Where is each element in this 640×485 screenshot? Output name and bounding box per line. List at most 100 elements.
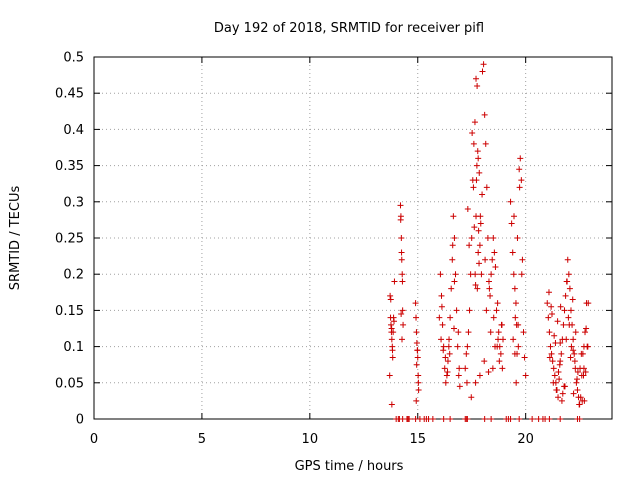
data-point [583, 325, 590, 332]
data-point [415, 372, 422, 379]
data-point [512, 300, 519, 307]
data-point [472, 379, 479, 386]
data-point [390, 329, 397, 336]
data-point [514, 235, 521, 241]
data-point [398, 256, 405, 263]
data-point [564, 256, 571, 263]
grid-lines [94, 57, 612, 419]
data-point [450, 213, 457, 220]
data-point [546, 416, 553, 422]
data-point [473, 177, 480, 184]
chart-title: Day 192 of 2018, SRMTID for receiver pif… [214, 21, 484, 36]
data-point [518, 177, 525, 184]
data-point [522, 372, 529, 379]
y-tick-label: 0.45 [55, 87, 84, 102]
data-point [573, 379, 580, 386]
data-point [555, 368, 562, 375]
data-point [449, 256, 456, 263]
data-point [510, 336, 517, 343]
data-point [464, 206, 471, 213]
data-point [550, 379, 557, 386]
data-point [516, 416, 523, 422]
data-point [485, 278, 492, 285]
data-point [475, 227, 482, 234]
data-point [479, 191, 486, 198]
data-point [398, 336, 405, 343]
data-point [565, 314, 572, 321]
data-point [496, 358, 503, 365]
data-point [520, 329, 527, 336]
data-point [415, 379, 422, 386]
data-point [509, 249, 516, 256]
data-point [481, 111, 488, 118]
data-point [511, 285, 518, 292]
data-point [468, 394, 475, 401]
data-point [399, 307, 406, 314]
data-point [437, 271, 444, 278]
data-point [494, 343, 501, 350]
data-point [439, 321, 446, 328]
data-point [490, 314, 497, 321]
data-point [558, 350, 565, 357]
data-point [455, 329, 462, 336]
data-point [398, 249, 405, 256]
data-point [400, 321, 407, 328]
data-point [580, 372, 587, 379]
data-point [476, 372, 483, 379]
data-point [546, 329, 553, 336]
data-point [482, 140, 489, 147]
data-point [563, 336, 570, 343]
data-point [438, 292, 445, 299]
data-point [389, 347, 396, 354]
data-point [582, 368, 589, 375]
data-point [488, 271, 495, 278]
data-point [444, 358, 451, 365]
data-point [471, 119, 478, 126]
data-point [561, 307, 568, 314]
data-point [517, 155, 524, 162]
data-point [451, 235, 458, 241]
data-point [446, 336, 453, 343]
axis-ticks: 0 0.05 0.1 0.15 0.2 0.25 0.3 0.35 0.4 0.45 0.5 0 5 10… [55, 51, 612, 447]
data-point [413, 339, 420, 346]
data-point [442, 354, 449, 361]
y-tick-label: 0.2 [63, 268, 84, 283]
data-point [557, 416, 564, 422]
data-point [497, 350, 504, 357]
data-point [571, 358, 578, 365]
data-point [484, 235, 491, 241]
y-tick-label: 0.3 [63, 195, 84, 210]
data-point [455, 372, 462, 379]
data-point [566, 285, 573, 292]
data-point [413, 314, 420, 321]
data-point [548, 311, 555, 318]
data-point [446, 350, 453, 357]
data-point [494, 300, 501, 307]
data-point [566, 321, 573, 328]
data-point [516, 184, 523, 191]
data-point [516, 166, 523, 173]
data-point [510, 271, 517, 278]
data-point [445, 343, 452, 350]
data-point [560, 321, 567, 328]
data-point [481, 358, 488, 365]
data-point [472, 271, 479, 278]
y-tick-label: 0.35 [55, 159, 84, 174]
data-point [508, 220, 515, 227]
data-point [574, 387, 581, 394]
y-tick-label: 0.15 [55, 304, 84, 319]
data-point [441, 365, 448, 372]
data-point [548, 303, 555, 310]
data-point [448, 285, 455, 292]
data-point [487, 329, 494, 336]
data-point [572, 329, 579, 336]
data-point [391, 318, 398, 325]
data-point [438, 303, 445, 310]
data-point [570, 390, 577, 397]
x-axis-label: GPS time / hours [295, 459, 404, 474]
data-point [464, 416, 471, 422]
x-tick-label: 10 [302, 432, 319, 447]
data-point [479, 68, 486, 75]
data-point [480, 61, 487, 68]
